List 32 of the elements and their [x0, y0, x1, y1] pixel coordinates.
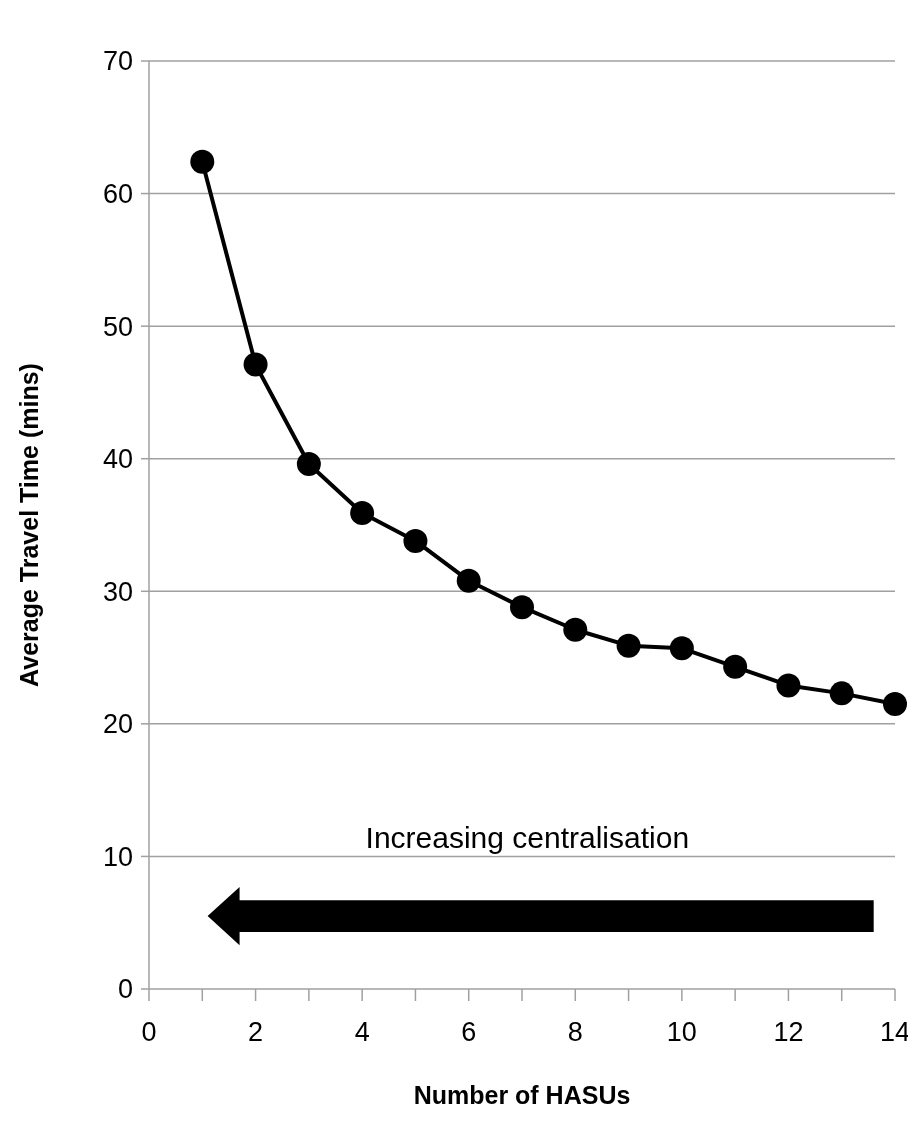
- y-tick-label: 0: [117, 974, 133, 1005]
- point: [563, 617, 588, 642]
- point: [350, 501, 375, 526]
- point: [510, 595, 534, 620]
- x-tick-label: 10: [666, 1017, 697, 1047]
- point: [883, 691, 907, 716]
- point: [456, 568, 481, 593]
- y-tick-label: 60: [102, 179, 133, 210]
- x-tick-label: 4: [354, 1017, 370, 1047]
- y-tick-label: 70: [102, 46, 133, 77]
- y-tick-label: 20: [102, 709, 133, 740]
- x-tick-label: 6: [461, 1017, 477, 1047]
- x-axis-title: Number of HASUs: [413, 1081, 631, 1109]
- x-tick-label: 0: [141, 1017, 157, 1047]
- y-axis-title: Average Travel Time (mins): [15, 363, 43, 687]
- point: [403, 528, 428, 553]
- point: [829, 681, 854, 706]
- y-tick-label: 50: [102, 311, 133, 342]
- point: [296, 452, 321, 477]
- point: [243, 352, 268, 377]
- annotation: Increasing centralisation: [365, 821, 690, 855]
- y-tick-label: 10: [102, 841, 133, 872]
- point: [776, 673, 801, 698]
- point: [616, 633, 641, 658]
- point: [723, 654, 748, 679]
- x-tick-label: 12: [773, 1017, 804, 1047]
- x-tick-label: 8: [567, 1017, 583, 1047]
- point: [190, 149, 215, 174]
- y-tick-label: 30: [102, 576, 133, 607]
- y-tick-label: 40: [102, 444, 133, 475]
- x-tick-label: 2: [248, 1017, 264, 1047]
- point: [669, 636, 694, 661]
